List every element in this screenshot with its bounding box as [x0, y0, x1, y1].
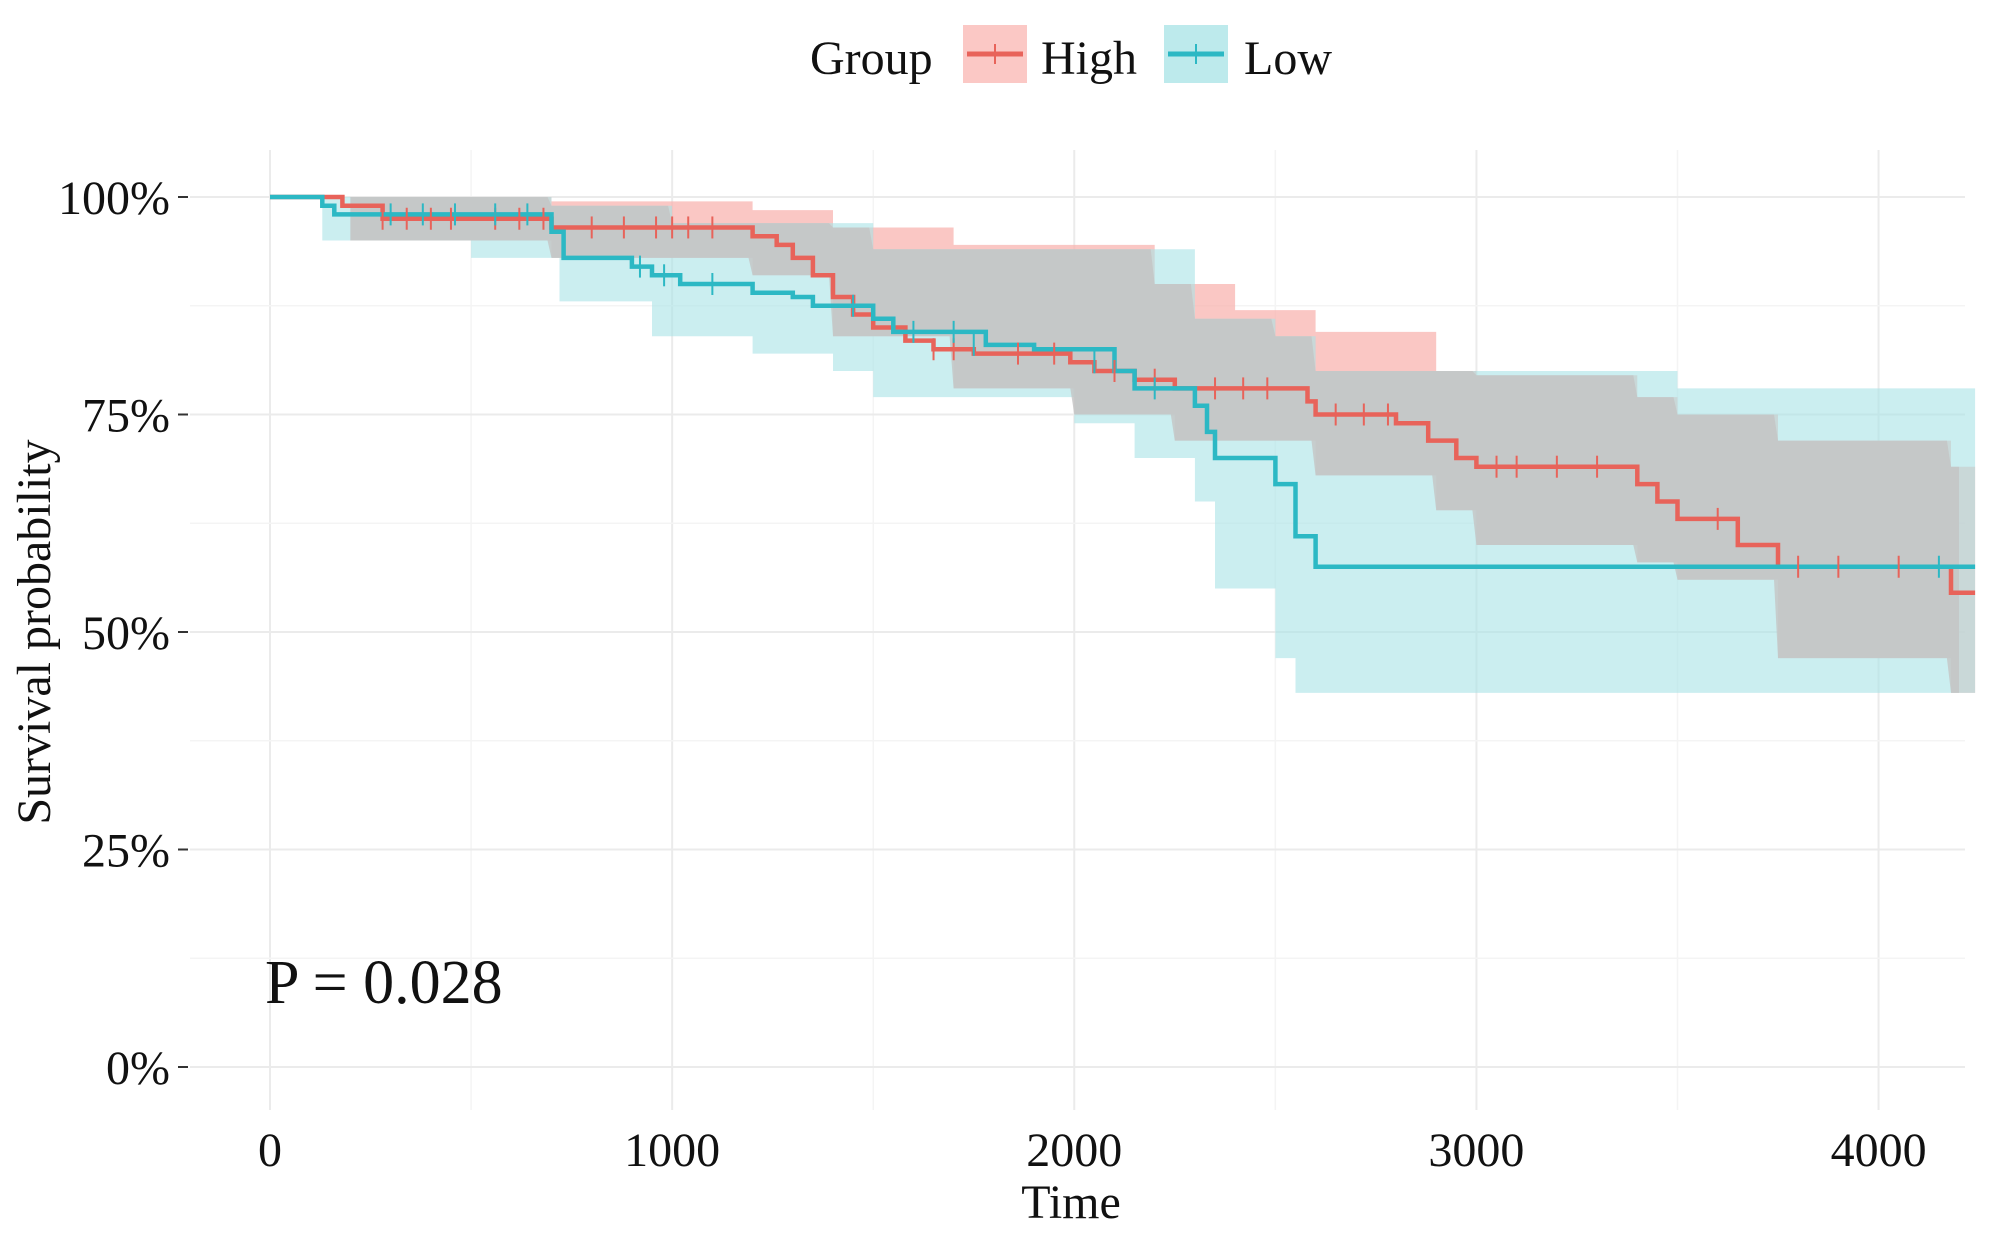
survival-curve-low — [270, 194, 1976, 570]
x-axis-title: Time — [1021, 1176, 1121, 1229]
y-tick-label: 100% — [58, 172, 170, 225]
censor-marks — [381, 203, 1940, 578]
ci-overlap-region — [350, 197, 1959, 693]
x-tick-label: 4000 — [1831, 1124, 1927, 1177]
p-value-annotation: P = 0.028 — [265, 949, 503, 1017]
y-axis: 0% 25% 50% 75% 100% — [58, 172, 188, 1095]
ci-overlap — [350, 197, 1959, 693]
y-tick-label: 50% — [82, 607, 170, 660]
y-tick-label: 0% — [106, 1042, 170, 1095]
y-tick-label: 25% — [82, 825, 170, 878]
x-tick-label: 1000 — [624, 1124, 720, 1177]
y-tick-label: 75% — [82, 390, 170, 443]
x-tick-label: 2000 — [1026, 1124, 1122, 1177]
x-axis: 0 1000 2000 3000 4000 — [258, 1124, 1927, 1177]
x-tick-label: 3000 — [1428, 1124, 1524, 1177]
x-tick-label: 0 — [258, 1124, 282, 1177]
legend-title: Group — [810, 32, 933, 85]
legend: Group High Low — [810, 25, 1332, 85]
legend-label-high: High — [1041, 32, 1137, 85]
y-axis-title: Survival probability — [8, 439, 61, 824]
legend-label-low: Low — [1244, 32, 1332, 85]
